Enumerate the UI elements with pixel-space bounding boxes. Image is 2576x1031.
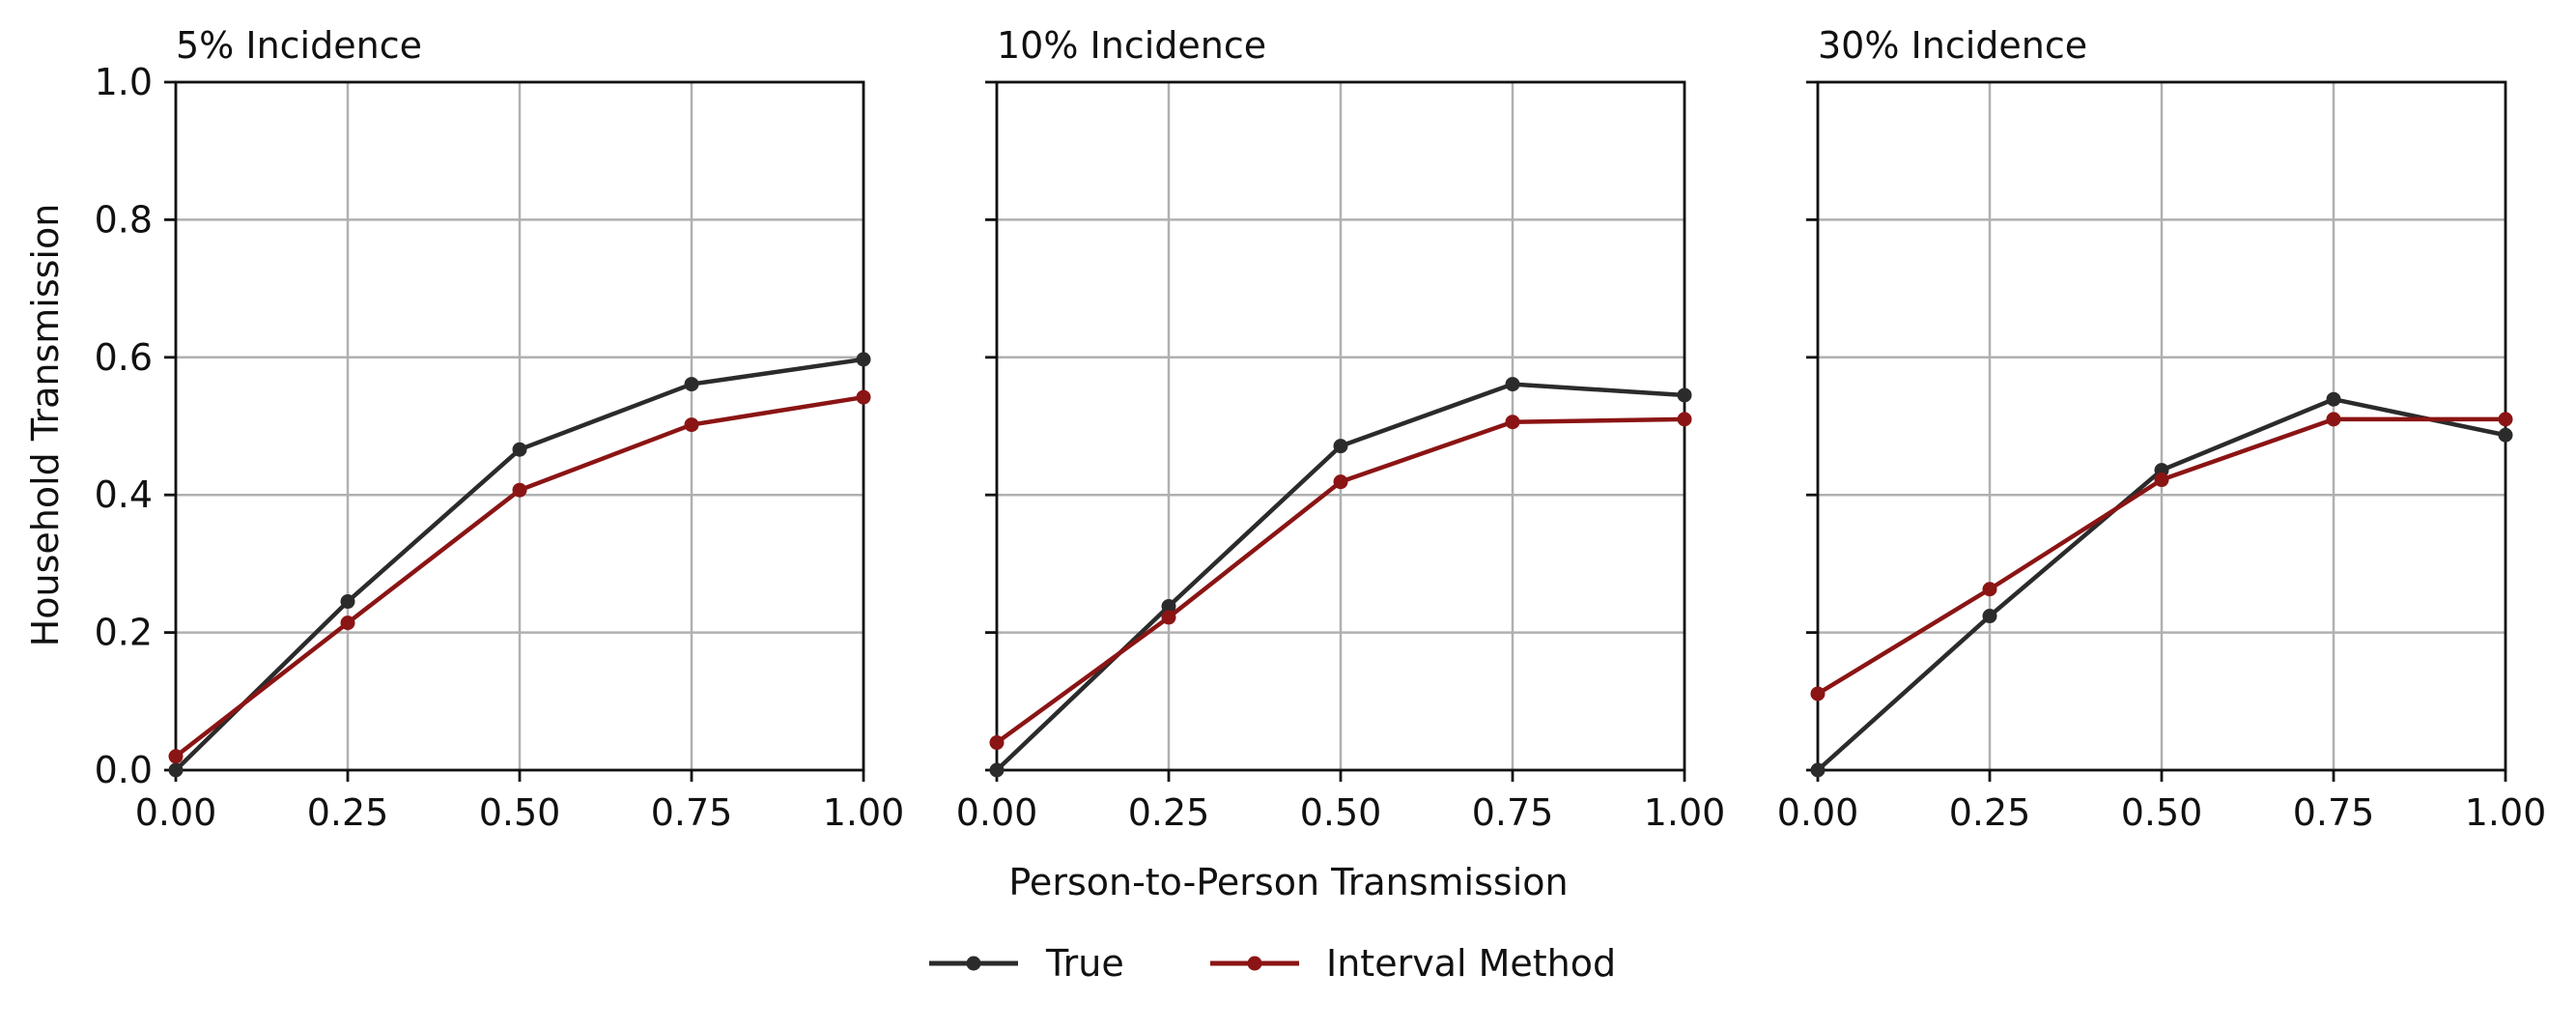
x-tick-label: 0.50 (2121, 791, 2203, 834)
y-tick-label: 1.0 (95, 61, 153, 103)
x-tick-label: 0.75 (651, 791, 733, 834)
x-tick-label: 0.25 (307, 791, 389, 834)
legend-label-interval-method: Interval Method (1326, 942, 1616, 985)
y-tick-label: 0.6 (95, 336, 153, 379)
x-tick-label: 1.00 (2465, 791, 2547, 834)
legend: True Interval Method (929, 942, 1616, 985)
y-tick-label: 0.4 (95, 473, 153, 516)
legend-marker-true (966, 956, 981, 971)
x-tick-label: 0.50 (479, 791, 561, 834)
data-point-interval-method (1161, 610, 1176, 625)
x-tick-label: 0.25 (1949, 791, 2031, 834)
x-axis-label: Person-to-Person Transmission (1008, 861, 1568, 903)
panel-3: 30% Incidence 0.00 0.25 0.50 0.75 1.00 (1777, 24, 2547, 834)
legend-item-true: True (929, 942, 1124, 985)
data-point-interval-method (2154, 473, 2169, 488)
data-point-true (168, 762, 184, 778)
data-point-interval-method (2498, 412, 2513, 427)
data-point-true (2498, 427, 2513, 443)
panel-1: 5% Incidence 0.00 0.25 0.50 0.75 1.00 0.0 0.2 0.… (95, 24, 905, 834)
x-tick-label: 0.00 (1777, 791, 1859, 834)
data-point-interval-method (168, 749, 184, 764)
data-point-true (512, 442, 527, 457)
data-point-true (340, 594, 355, 610)
data-point-interval-method (856, 389, 871, 405)
y-axis-label: Household Transmission (24, 204, 67, 647)
data-point-interval-method (1677, 412, 1692, 427)
data-point-true (1677, 387, 1692, 403)
data-point-interval-method (512, 482, 527, 498)
data-point-true (989, 762, 1005, 778)
data-point-interval-method (1505, 415, 1520, 430)
legend-item-interval-method: Interval Method (1210, 942, 1616, 985)
y-tick-label: 0.2 (95, 612, 153, 654)
data-point-true (1982, 609, 1997, 624)
panel-title: 10% Incidence (997, 24, 1266, 67)
data-point-true (1333, 439, 1348, 454)
x-tick-label: 0.00 (135, 791, 217, 834)
data-point-true (684, 377, 699, 392)
y-tick-label: 0.8 (95, 198, 153, 241)
y-tick-label: 0.0 (95, 749, 153, 791)
panels: 5% Incidence 0.00 0.25 0.50 0.75 1.00 0.0 0.2 0.… (95, 24, 2547, 834)
x-tick-label: 0.00 (956, 791, 1038, 834)
data-point-interval-method (1810, 686, 1826, 702)
data-point-interval-method (989, 735, 1005, 751)
data-point-interval-method (1982, 582, 1997, 597)
x-tick-label: 0.25 (1128, 791, 1210, 834)
x-tick-label: 1.00 (823, 791, 905, 834)
panel-title: 30% Incidence (1818, 24, 2087, 67)
x-tick-label: 0.75 (2293, 791, 2375, 834)
data-point-true (1505, 377, 1520, 392)
data-point-interval-method (340, 616, 355, 631)
data-point-interval-method (1333, 474, 1348, 490)
panel-2: 10% Incidence 0.00 0.25 0.50 0.75 1.00 (956, 24, 1726, 834)
data-point-true (856, 352, 871, 367)
x-tick-label: 0.75 (1472, 791, 1554, 834)
data-point-interval-method (684, 417, 699, 433)
data-point-interval-method (2326, 412, 2341, 427)
data-point-true (1810, 762, 1826, 778)
x-tick-label: 0.50 (1300, 791, 1382, 834)
x-tick-label: 1.00 (1644, 791, 1726, 834)
data-point-true (2326, 391, 2341, 407)
legend-marker-interval-method (1247, 956, 1262, 971)
legend-label-true: True (1045, 942, 1124, 985)
panel-title: 5% Incidence (176, 24, 422, 67)
data-point-true (1161, 599, 1176, 615)
